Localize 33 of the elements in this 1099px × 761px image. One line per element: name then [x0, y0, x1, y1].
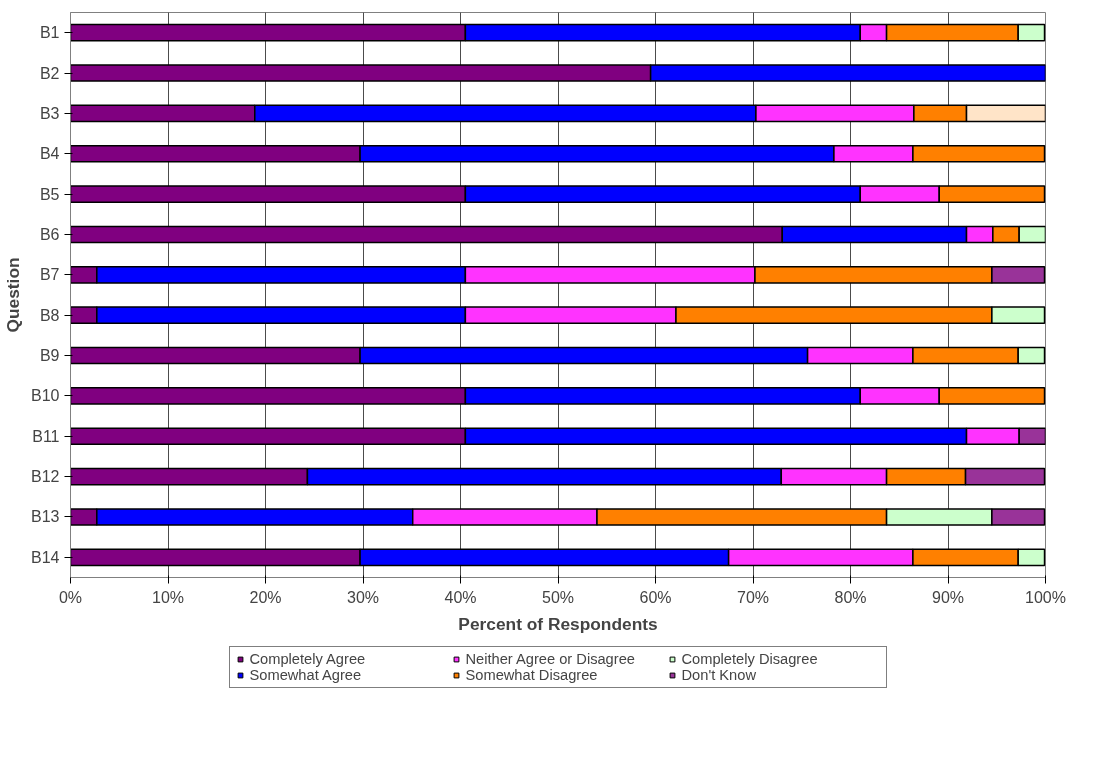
x-tick-label: 70% — [736, 588, 770, 606]
legend-label: Somewhat Disagree — [465, 667, 599, 683]
y-tick-label: B9 — [39, 347, 60, 365]
x-tick-label: 80% — [834, 588, 867, 606]
y-tick-label: B7 — [39, 266, 60, 284]
x-tick-label: 90% — [931, 588, 965, 606]
y-tick-label: B11 — [32, 427, 60, 445]
y-tick-label: B14 — [31, 548, 60, 566]
legend-label: Don't Know — [681, 667, 757, 683]
y-tick-label: B12 — [31, 468, 60, 486]
legend-label: Completely Agree — [249, 651, 367, 667]
y-tick-label: B3 — [39, 104, 60, 122]
y-tick-label: B2 — [39, 64, 60, 82]
legend-label: Somewhat Agree — [249, 667, 363, 683]
y-tick-label: B5 — [39, 185, 60, 203]
legend-label: Completely Disagree — [681, 651, 819, 667]
x-tick-label: 100% — [1025, 588, 1066, 606]
y-axis-title: Question — [3, 257, 24, 333]
x-tick-label: 60% — [639, 588, 672, 606]
y-tick-label: B4 — [39, 145, 60, 163]
y-tick-label: B8 — [39, 306, 60, 324]
y-tick-label: B10 — [31, 387, 60, 405]
y-tick-label: B1 — [39, 24, 60, 42]
x-tick-label: 0% — [58, 588, 83, 606]
x-axis-title: Percent of Respondents — [458, 613, 658, 634]
legend-label: Neither Agree or Disagree — [465, 651, 636, 667]
x-tick-label: 40% — [444, 588, 477, 606]
y-tick-label: B6 — [39, 225, 60, 243]
x-tick-label: 10% — [151, 588, 185, 606]
x-tick-label: 50% — [541, 588, 575, 606]
x-tick-label: 30% — [346, 588, 380, 606]
x-tick-label: 20% — [249, 588, 282, 606]
y-tick-label: B13 — [31, 508, 60, 526]
